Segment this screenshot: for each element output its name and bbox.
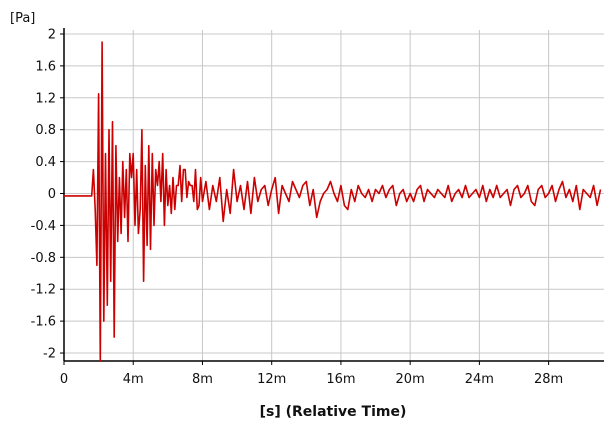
y-tick-label: 1.2 (35, 91, 56, 106)
x-tick-label: 20m (396, 372, 425, 387)
x-tick-label: 0 (60, 372, 68, 387)
y-tick-label: 2 (48, 27, 56, 42)
y-tick-label: -1.2 (31, 283, 56, 298)
x-tick-label: 28m (534, 372, 563, 387)
x-axis-title: [s] (Relative Time) (260, 404, 407, 420)
y-tick-label: 1.6 (35, 59, 56, 74)
series-layer (64, 41, 602, 362)
x-tick-label: 24m (465, 372, 494, 387)
y-axis-unit-label: [Pa] (10, 11, 35, 26)
y-tick-label: -0.8 (31, 251, 56, 266)
y-tick-label: 0 (48, 187, 56, 202)
y-tick-label: 0.4 (35, 155, 56, 170)
pressure-series-line (64, 41, 602, 362)
y-tick-label: 0.8 (35, 123, 56, 138)
x-tick-label: 16m (326, 372, 355, 387)
label-layer: [Pa] [s] (Relative Time) 21.61.20.80.40-… (10, 11, 563, 420)
x-tick-label: 8m (192, 372, 213, 387)
y-tick-label: -1.6 (31, 315, 56, 330)
y-tick-label: -0.4 (31, 219, 56, 234)
y-tick-label: -2 (43, 347, 56, 362)
axis-layer (60, 28, 604, 365)
x-tick-label: 12m (257, 372, 286, 387)
x-tick-label: 4m (123, 372, 144, 387)
